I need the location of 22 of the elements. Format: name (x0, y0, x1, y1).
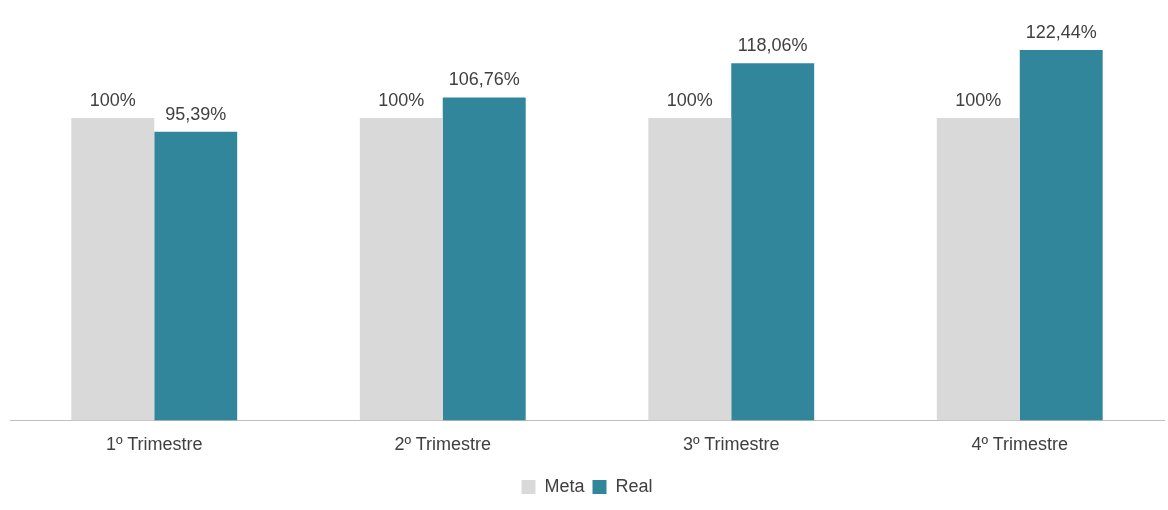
bar (936, 117, 1020, 421)
data-label: 106,76% (448, 69, 520, 90)
data-label: 100% (378, 89, 425, 110)
bar (154, 131, 238, 421)
data-label: 95,39% (165, 103, 227, 124)
data-label: 100% (89, 89, 136, 110)
bar (648, 117, 732, 421)
bar (1019, 50, 1103, 421)
bar (442, 97, 526, 421)
data-label: 118,06% (737, 35, 808, 56)
bar (731, 63, 815, 421)
x-tick-label: 3º Trimestre (682, 434, 780, 455)
bar (359, 117, 443, 421)
data-label: 100% (666, 89, 713, 110)
x-tick-label: 2º Trimestre (394, 434, 492, 455)
legend-label: Meta (544, 475, 586, 496)
data-label: 100% (955, 89, 1002, 110)
bar (71, 117, 155, 421)
legend-label: Real (615, 475, 653, 496)
x-tick-label: 4º Trimestre (971, 434, 1069, 455)
data-label: 122,44% (1025, 21, 1097, 42)
x-tick-label: 1º Trimestre (105, 434, 203, 455)
